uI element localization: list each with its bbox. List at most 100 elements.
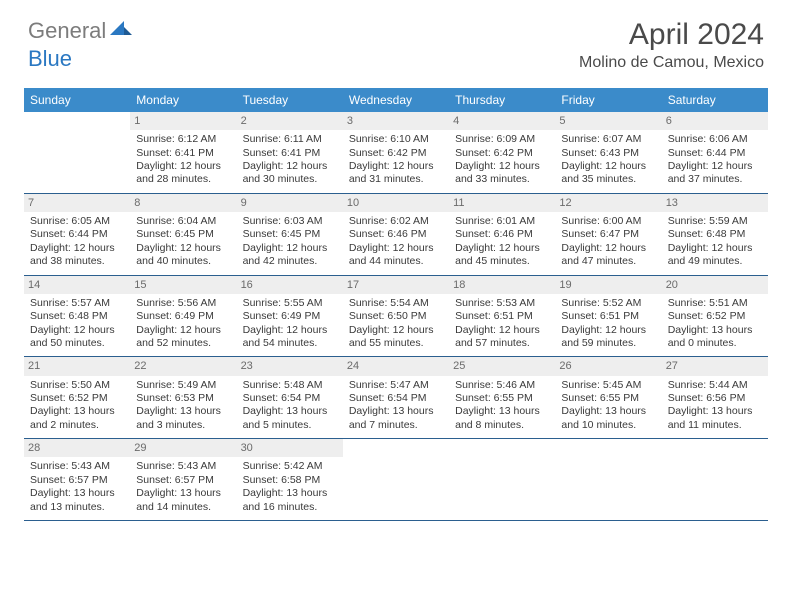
- day-cell: [555, 439, 661, 521]
- daylight-line: Daylight: 12 hours and 38 minutes.: [30, 242, 124, 269]
- sunrise-line: Sunrise: 5:48 AM: [243, 379, 337, 392]
- sunset-line: Sunset: 6:42 PM: [349, 147, 443, 160]
- sunset-line: Sunset: 6:46 PM: [455, 228, 549, 241]
- sunrise-line: Sunrise: 5:56 AM: [136, 297, 230, 310]
- sunset-line: Sunset: 6:43 PM: [561, 147, 655, 160]
- day-number: 6: [662, 112, 768, 130]
- sunset-line: Sunset: 6:55 PM: [561, 392, 655, 405]
- title-block: April 2024 Molino de Camou, Mexico: [579, 18, 764, 72]
- daylight-line: Daylight: 13 hours and 16 minutes.: [243, 487, 337, 514]
- day-cell: 29Sunrise: 5:43 AMSunset: 6:57 PMDayligh…: [130, 439, 236, 521]
- day-number: 7: [24, 194, 130, 212]
- day-cell: 6Sunrise: 6:06 AMSunset: 6:44 PMDaylight…: [662, 112, 768, 193]
- day-cell: 24 Sunrise: 5:47 AMSunset: 6:54 PMDayligh…: [343, 357, 449, 439]
- sunrise-line: Sunrise: 6:07 AM: [561, 133, 655, 146]
- weekday-header: Monday: [130, 88, 236, 112]
- weekday-header: Sunday: [24, 88, 130, 112]
- sunrise-line: Sunrise: 6:10 AM: [349, 133, 443, 146]
- day-cell: 3 Sunrise: 6:10 AMSunset: 6:42 PMDaylight…: [343, 112, 449, 193]
- sunrise-line: Sunrise: 5:46 AM: [455, 379, 549, 392]
- sunrise-line: Sunrise: 5:43 AM: [30, 460, 124, 473]
- day-cell: 27Sunrise: 5:44 AMSunset: 6:56 PMDayligh…: [662, 357, 768, 439]
- sunset-line: Sunset: 6:49 PM: [243, 310, 337, 323]
- sunrise-line: Sunrise: 5:52 AM: [561, 297, 655, 310]
- daylight-line: Daylight: 12 hours and 54 minutes.: [243, 324, 337, 351]
- calendar-table: SundayMondayTuesdayWednesdayThursdayFrid…: [24, 88, 768, 521]
- daylight-line: Daylight: 12 hours and 40 minutes.: [136, 242, 230, 269]
- daylight-line: Daylight: 12 hours and 31 minutes.: [349, 160, 443, 187]
- daylight-line: Daylight: 12 hours and 35 minutes.: [561, 160, 655, 187]
- daylight-line: Daylight: 13 hours and 8 minutes.: [455, 405, 549, 432]
- sunrise-line: Sunrise: 6:12 AM: [136, 133, 230, 146]
- daylight-line: Daylight: 13 hours and 11 minutes.: [668, 405, 762, 432]
- sunrise-line: Sunrise: 5:44 AM: [668, 379, 762, 392]
- sunrise-line: Sunrise: 5:49 AM: [136, 379, 230, 392]
- logo-triangle-icon: [110, 20, 132, 43]
- day-number: 23: [237, 357, 343, 375]
- day-cell: 21Sunrise: 5:50 AMSunset: 6:52 PMDayligh…: [24, 357, 130, 439]
- day-number: 24: [343, 357, 449, 375]
- sunrise-line: Sunrise: 6:01 AM: [455, 215, 549, 228]
- day-number: 25: [449, 357, 555, 375]
- daylight-line: Daylight: 13 hours and 10 minutes.: [561, 405, 655, 432]
- sunset-line: Sunset: 6:41 PM: [136, 147, 230, 160]
- daylight-line: Daylight: 12 hours and 57 minutes.: [455, 324, 549, 351]
- weekday-header: Tuesday: [237, 88, 343, 112]
- day-number: 1: [130, 112, 236, 130]
- day-number: 5: [555, 112, 661, 130]
- sunset-line: Sunset: 6:55 PM: [455, 392, 549, 405]
- week-row: 1 Sunrise: 6:12 AMSunset: 6:41 PM Daylight…: [24, 112, 768, 193]
- daylight-line: Daylight: 12 hours and 37 minutes.: [668, 160, 762, 187]
- sunset-line: Sunset: 6:56 PM: [668, 392, 762, 405]
- daylight-line: Daylight: 12 hours and 30 minutes.: [243, 160, 337, 187]
- sunset-line: Sunset: 6:52 PM: [668, 310, 762, 323]
- daylight-line: Daylight: 13 hours and 3 minutes.: [136, 405, 230, 432]
- sunset-line: Sunset: 6:53 PM: [136, 392, 230, 405]
- day-cell: [343, 439, 449, 521]
- calendar-body: 1 Sunrise: 6:12 AMSunset: 6:41 PM Daylight…: [24, 112, 768, 521]
- week-row: 21Sunrise: 5:50 AMSunset: 6:52 PMDayligh…: [24, 357, 768, 439]
- day-cell: 15Sunrise: 5:56 AMSunset: 6:49 PMDayligh…: [130, 275, 236, 357]
- daylight-line: Daylight: 12 hours and 52 minutes.: [136, 324, 230, 351]
- day-cell: 12Sunrise: 6:00 AMSunset: 6:47 PMDayligh…: [555, 193, 661, 275]
- day-cell: [662, 439, 768, 521]
- week-row: 28Sunrise: 5:43 AMSunset: 6:57 PMDayligh…: [24, 439, 768, 521]
- sunset-line: Sunset: 6:49 PM: [136, 310, 230, 323]
- sunrise-line: Sunrise: 6:09 AM: [455, 133, 549, 146]
- daylight-line: Daylight: 13 hours and 7 minutes.: [349, 405, 443, 432]
- day-cell: 28Sunrise: 5:43 AMSunset: 6:57 PMDayligh…: [24, 439, 130, 521]
- sunrise-line: Sunrise: 6:03 AM: [243, 215, 337, 228]
- daylight-line: Daylight: 12 hours and 50 minutes.: [30, 324, 124, 351]
- day-number: 30: [237, 439, 343, 457]
- month-title: April 2024: [579, 18, 764, 52]
- day-number: 3: [343, 112, 449, 130]
- sunset-line: Sunset: 6:51 PM: [455, 310, 549, 323]
- daylight-line: Daylight: 12 hours and 45 minutes.: [455, 242, 549, 269]
- day-number: 2: [237, 112, 343, 130]
- day-cell: 23Sunrise: 5:48 AMSunset: 6:54 PMDayligh…: [237, 357, 343, 439]
- day-cell: 30Sunrise: 5:42 AMSunset: 6:58 PMDayligh…: [237, 439, 343, 521]
- sunrise-line: Sunrise: 5:47 AM: [349, 379, 443, 392]
- sunrise-line: Sunrise: 5:54 AM: [349, 297, 443, 310]
- day-number: 26: [555, 357, 661, 375]
- day-number: 4: [449, 112, 555, 130]
- day-number: 22: [130, 357, 236, 375]
- logo-text-general: General: [28, 18, 106, 44]
- sunrise-line: Sunrise: 6:06 AM: [668, 133, 762, 146]
- sunrise-line: Sunrise: 5:57 AM: [30, 297, 124, 310]
- daylight-line: Daylight: 12 hours and 33 minutes.: [455, 160, 549, 187]
- sunrise-line: Sunrise: 5:53 AM: [455, 297, 549, 310]
- day-cell: 17Sunrise: 5:54 AMSunset: 6:50 PMDayligh…: [343, 275, 449, 357]
- day-number: 16: [237, 276, 343, 294]
- sunset-line: Sunset: 6:58 PM: [243, 474, 337, 487]
- day-number: 21: [24, 357, 130, 375]
- logo-line2: Blue: [28, 46, 72, 72]
- sunset-line: Sunset: 6:57 PM: [30, 474, 124, 487]
- day-cell: 1Sunrise: 6:12 AMSunset: 6:41 PMDaylight…: [130, 112, 236, 193]
- sunset-line: Sunset: 6:48 PM: [668, 228, 762, 241]
- sunset-line: Sunset: 6:54 PM: [349, 392, 443, 405]
- sunset-line: Sunset: 6:50 PM: [349, 310, 443, 323]
- week-row: 14Sunrise: 5:57 AMSunset: 6:48 PMDayligh…: [24, 275, 768, 357]
- day-cell: 20Sunrise: 5:51 AMSunset: 6:52 PMDayligh…: [662, 275, 768, 357]
- daylight-line: Daylight: 13 hours and 14 minutes.: [136, 487, 230, 514]
